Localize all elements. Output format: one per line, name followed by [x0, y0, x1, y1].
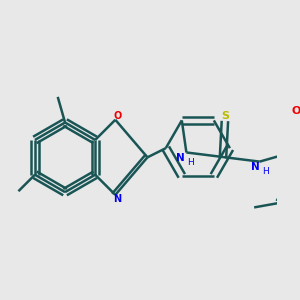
Text: O: O — [292, 106, 300, 116]
Text: H: H — [188, 158, 194, 167]
Text: H: H — [262, 167, 268, 176]
Text: N: N — [113, 194, 121, 204]
Text: O: O — [113, 111, 121, 121]
Text: S: S — [221, 111, 229, 121]
Text: N: N — [251, 162, 260, 172]
Text: N: N — [176, 153, 184, 163]
